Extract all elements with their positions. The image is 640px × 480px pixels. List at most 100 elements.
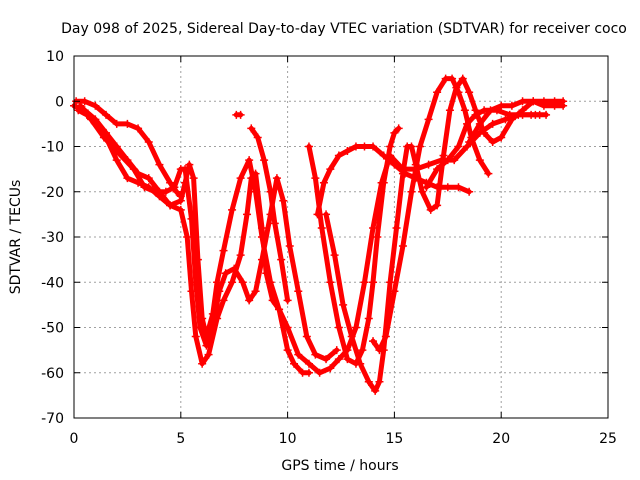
data-point xyxy=(497,133,506,142)
data-point xyxy=(257,255,266,264)
data-point xyxy=(189,174,198,183)
data-point xyxy=(369,223,378,232)
data-point xyxy=(369,337,378,346)
data-point xyxy=(505,110,514,119)
data-point xyxy=(183,233,192,241)
data-point xyxy=(550,101,559,110)
data-point xyxy=(228,278,237,287)
data-point xyxy=(181,165,190,174)
data-point xyxy=(247,124,256,133)
data-point xyxy=(443,156,452,165)
data-point xyxy=(424,160,433,169)
data-point xyxy=(221,269,230,278)
data-point xyxy=(176,192,185,201)
data-point xyxy=(364,377,373,386)
data-point xyxy=(213,278,222,287)
data-point xyxy=(531,110,540,119)
data-point xyxy=(379,178,388,187)
series-layer xyxy=(70,74,568,395)
y-tick-label: -10 xyxy=(41,140,64,156)
series-track-11 xyxy=(232,110,245,119)
data-point xyxy=(196,323,205,332)
data-point xyxy=(390,128,399,137)
series-track-6 xyxy=(322,74,568,395)
data-point xyxy=(529,97,538,106)
data-point xyxy=(238,278,247,287)
data-point xyxy=(87,115,96,124)
data-point xyxy=(155,160,164,169)
data-point xyxy=(332,346,341,355)
data-point xyxy=(326,165,335,174)
data-point xyxy=(407,142,416,151)
data-point xyxy=(304,368,313,377)
data-point xyxy=(422,183,431,192)
data-point xyxy=(484,169,493,178)
data-point xyxy=(343,147,352,156)
data-point xyxy=(465,88,474,97)
x-tick-label: 5 xyxy=(176,431,185,447)
axis-ticks: 10 0 -10 -20 -30 -40 -50 -60 -70 0 5 10 15 20 25 xyxy=(41,49,617,447)
data-point xyxy=(204,350,213,359)
data-point xyxy=(398,169,407,178)
grid xyxy=(74,56,608,418)
data-point xyxy=(123,174,132,183)
data-point xyxy=(371,386,380,395)
data-point xyxy=(243,210,252,219)
y-tick-label: -30 xyxy=(41,230,64,246)
series-track-10 xyxy=(465,97,568,146)
data-point xyxy=(219,246,228,255)
data-point xyxy=(322,355,331,364)
data-point xyxy=(386,278,395,287)
data-point xyxy=(140,183,149,192)
data-point xyxy=(230,264,239,273)
data-point xyxy=(112,119,121,128)
data-point xyxy=(465,137,474,146)
data-point xyxy=(486,106,495,115)
x-tick-label: 25 xyxy=(599,431,617,447)
data-point xyxy=(277,255,286,264)
data-point xyxy=(418,187,427,196)
data-point xyxy=(454,142,463,151)
data-point xyxy=(123,119,132,128)
data-point xyxy=(334,151,343,160)
x-tick-label: 10 xyxy=(279,431,297,447)
data-point xyxy=(443,183,452,192)
series-track-3 xyxy=(76,101,341,364)
data-point xyxy=(339,300,348,309)
data-point xyxy=(285,242,294,251)
data-point xyxy=(302,332,311,341)
data-point xyxy=(304,142,313,151)
data-point xyxy=(236,174,245,183)
data-point xyxy=(458,74,467,83)
data-point xyxy=(334,355,343,364)
data-point xyxy=(392,223,401,232)
data-point xyxy=(251,187,260,196)
data-point xyxy=(433,165,442,174)
data-point xyxy=(311,174,320,183)
series-track-5 xyxy=(313,142,474,219)
data-point xyxy=(208,323,217,332)
data-point xyxy=(343,355,352,364)
data-point xyxy=(390,287,399,296)
data-point xyxy=(488,137,497,146)
data-point xyxy=(390,160,399,169)
y-tick-label: -70 xyxy=(41,411,64,427)
data-point xyxy=(272,174,281,183)
data-point xyxy=(319,178,328,187)
data-point xyxy=(294,350,303,359)
data-point xyxy=(358,346,367,355)
data-point xyxy=(202,341,211,350)
data-point xyxy=(102,110,111,119)
data-point xyxy=(351,142,360,151)
data-point xyxy=(426,205,435,214)
data-point xyxy=(373,233,382,241)
y-tick-label: 0 xyxy=(55,94,64,110)
data-point xyxy=(91,101,100,110)
data-point xyxy=(454,183,463,192)
data-point xyxy=(433,201,442,210)
data-point xyxy=(381,332,390,341)
x-tick-label: 20 xyxy=(492,431,510,447)
data-point xyxy=(559,101,568,110)
data-point xyxy=(539,101,548,110)
y-tick-label: -20 xyxy=(41,185,64,201)
